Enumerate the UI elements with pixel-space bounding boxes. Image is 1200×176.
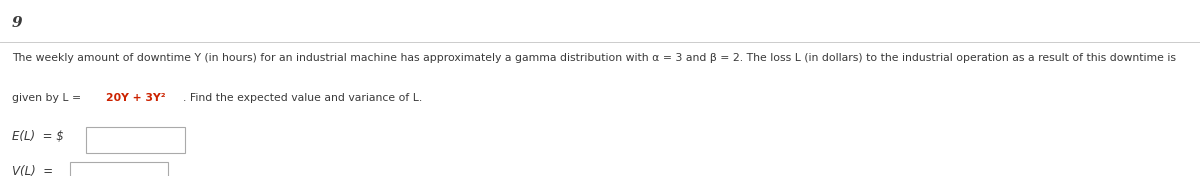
- Text: 9: 9: [12, 16, 23, 30]
- Text: 20Y + 3Y²: 20Y + 3Y²: [106, 93, 166, 103]
- Text: given by L =: given by L =: [12, 93, 85, 103]
- FancyBboxPatch shape: [86, 127, 185, 153]
- Text: V(L)  =: V(L) =: [12, 165, 53, 176]
- Text: The weekly amount of downtime Y (in hours) for an industrial machine has approxi: The weekly amount of downtime Y (in hour…: [12, 53, 1176, 63]
- Text: . Find the expected value and variance of L.: . Find the expected value and variance o…: [182, 93, 422, 103]
- Text: E(L)  = $: E(L) = $: [12, 130, 64, 143]
- FancyBboxPatch shape: [70, 162, 168, 176]
